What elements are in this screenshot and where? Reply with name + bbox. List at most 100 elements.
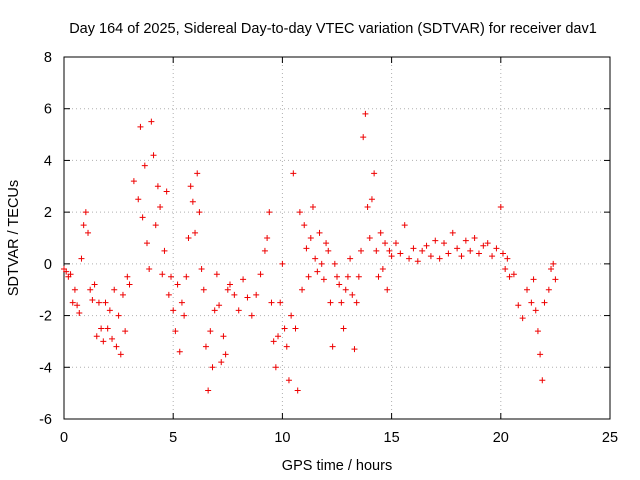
data-point [143, 240, 150, 247]
data-point [82, 209, 89, 216]
data-point [139, 214, 146, 221]
data-point [209, 364, 216, 371]
data-point [253, 291, 260, 298]
data-point [119, 291, 126, 298]
data-point [281, 325, 288, 332]
data-point [331, 260, 338, 267]
data-point [441, 240, 448, 247]
data-point [168, 273, 175, 280]
data-point [312, 255, 319, 262]
data-point [213, 271, 220, 278]
data-point [432, 237, 439, 244]
data-point [377, 229, 384, 236]
data-point [303, 245, 310, 252]
data-point [307, 235, 314, 241]
data-point [510, 271, 517, 278]
data-point [226, 281, 233, 288]
data-point [100, 338, 107, 345]
data-point [545, 286, 552, 293]
x-tick-label: 10 [274, 430, 290, 446]
data-point [176, 348, 183, 355]
data-point [124, 273, 131, 280]
data-point [135, 196, 142, 203]
data-point [279, 260, 286, 267]
data-point [342, 286, 349, 293]
data-point [504, 255, 511, 262]
y-tick-label: -6 [39, 412, 52, 428]
y-tick-labels: -6 -4 -2 0 2 4 6 8 [39, 50, 52, 428]
data-point [198, 266, 205, 273]
y-tick-label: 2 [44, 205, 52, 221]
data-point [454, 245, 461, 252]
data-point [515, 302, 522, 309]
data-point [349, 291, 356, 298]
data-point [471, 235, 478, 241]
data-point [268, 299, 275, 306]
data-point [541, 299, 548, 306]
chart-title: Day 164 of 2025, Sidereal Day-to-day VTE… [69, 21, 597, 37]
data-point [163, 188, 170, 195]
data-point [224, 286, 231, 293]
data-point [371, 170, 378, 177]
data-point [534, 328, 541, 335]
data-point [222, 351, 229, 358]
data-point [146, 266, 153, 273]
data-point [299, 286, 306, 293]
data-point [406, 255, 413, 262]
data-point [414, 258, 421, 265]
data-point [104, 325, 111, 332]
data-point [161, 247, 168, 254]
data-point [141, 162, 148, 169]
data-point [137, 123, 144, 130]
data-point [351, 346, 358, 353]
data-point [353, 299, 360, 306]
data-points [61, 110, 559, 394]
x-tick-label: 15 [384, 430, 400, 446]
data-point [154, 183, 161, 190]
data-point [344, 273, 351, 280]
data-point [67, 271, 74, 278]
x-tick-label: 0 [60, 430, 68, 446]
x-tick-label: 25 [602, 430, 618, 446]
data-point [74, 302, 81, 309]
data-point [159, 271, 166, 278]
data-point [288, 312, 295, 319]
data-point [362, 110, 369, 117]
data-point [126, 281, 133, 288]
data-point [379, 266, 386, 273]
y-tick-label: -2 [39, 309, 52, 325]
data-point [323, 240, 330, 247]
data-point [325, 247, 332, 254]
data-point [192, 229, 199, 236]
data-point [375, 273, 382, 280]
data-point [475, 250, 482, 257]
data-point [231, 291, 238, 298]
data-point [537, 351, 544, 358]
data-point [489, 253, 496, 260]
data-point [506, 273, 513, 280]
data-point [296, 209, 303, 216]
data-point [152, 222, 159, 229]
data-point [340, 325, 347, 332]
data-point [205, 387, 212, 394]
data-point [102, 299, 109, 306]
data-point [423, 242, 430, 249]
data-point [497, 203, 504, 210]
data-point [329, 343, 336, 350]
y-axis-label: SDTVAR / TECUs [6, 180, 22, 296]
data-point [318, 260, 325, 267]
data-point [244, 294, 251, 301]
data-point [257, 271, 264, 278]
data-point [519, 315, 526, 322]
data-point [261, 247, 268, 254]
data-point [69, 299, 76, 306]
data-point [80, 222, 87, 229]
data-point [87, 286, 94, 293]
data-point [355, 273, 362, 280]
data-point [499, 250, 506, 257]
data-point [218, 359, 225, 366]
data-point [248, 312, 255, 319]
data-point [502, 266, 509, 273]
data-point [309, 203, 316, 210]
